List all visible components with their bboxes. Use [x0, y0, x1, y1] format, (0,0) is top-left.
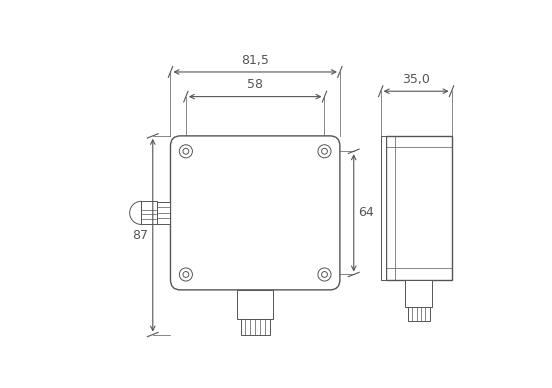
Text: 58: 58: [247, 78, 263, 91]
Bar: [237, 290, 273, 319]
Bar: [386, 136, 452, 280]
FancyBboxPatch shape: [171, 136, 340, 290]
Circle shape: [179, 145, 193, 158]
Bar: [241, 319, 270, 334]
Circle shape: [318, 268, 331, 281]
Bar: [141, 201, 157, 224]
Bar: [405, 280, 432, 307]
Circle shape: [322, 272, 327, 277]
Circle shape: [322, 148, 327, 154]
Bar: [381, 136, 386, 280]
Bar: [408, 307, 429, 320]
Circle shape: [179, 268, 193, 281]
Text: 64: 64: [358, 206, 374, 219]
Text: 81,5: 81,5: [241, 54, 269, 67]
Text: 35,0: 35,0: [402, 73, 430, 86]
Text: 87: 87: [132, 229, 148, 242]
Circle shape: [183, 272, 189, 277]
Circle shape: [183, 148, 189, 154]
Bar: [157, 202, 171, 223]
Circle shape: [318, 145, 331, 158]
